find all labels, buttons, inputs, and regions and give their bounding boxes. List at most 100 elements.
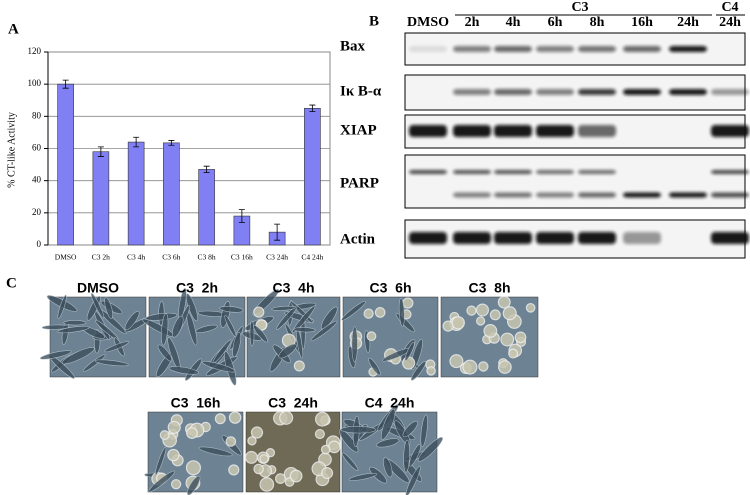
- bar: [304, 107, 321, 246]
- blot-band: [578, 170, 616, 174]
- micrograph-label: C3 6h: [369, 280, 411, 296]
- panel-label: C: [6, 275, 17, 291]
- cell: [489, 309, 501, 321]
- cell: [171, 315, 184, 338]
- cell: [363, 308, 374, 319]
- blot-band: [623, 192, 661, 198]
- cell: [157, 344, 173, 362]
- panel-label: B: [369, 13, 379, 29]
- blot-band: [578, 46, 616, 52]
- error-bar: [62, 79, 69, 89]
- cell: [500, 332, 515, 347]
- blot-band: [536, 46, 574, 52]
- cell: [145, 312, 178, 321]
- cell: [338, 429, 359, 453]
- cell: [159, 430, 170, 441]
- cell: [475, 303, 489, 317]
- cell: [368, 357, 381, 376]
- cell: [167, 420, 181, 434]
- group-label: C4: [721, 0, 738, 15]
- cell: [39, 350, 72, 360]
- blot-band: [494, 192, 532, 198]
- cell: [478, 361, 489, 372]
- y-tick-label: 60: [32, 143, 42, 153]
- cell: [383, 457, 393, 478]
- blot-band: [578, 89, 616, 95]
- cell: [497, 295, 511, 309]
- cell: [41, 324, 70, 330]
- cell: [278, 343, 297, 359]
- cell: [202, 361, 236, 373]
- error-bar: [133, 136, 140, 148]
- cell: [63, 320, 87, 326]
- cell: [289, 469, 303, 483]
- error-bar: [309, 104, 316, 112]
- cell: [508, 348, 519, 359]
- cell: [57, 294, 67, 319]
- y-tick-label: 100: [28, 78, 42, 88]
- error-bar: [168, 140, 175, 146]
- lane-label: 6h: [548, 15, 563, 30]
- cell: [185, 460, 202, 476]
- cell: [291, 305, 316, 334]
- cell: [253, 463, 264, 475]
- blot-band: [453, 232, 491, 244]
- bar: [57, 83, 74, 246]
- blot-band: [453, 46, 491, 52]
- x-tick-label: C4 24h: [301, 253, 323, 262]
- cell: [244, 450, 258, 464]
- blot-band: [578, 125, 616, 137]
- blot-row-label: Iκ B-α: [340, 83, 382, 99]
- blot-row-label: Bax: [340, 38, 366, 54]
- blot-band: [623, 89, 661, 95]
- blot-band: [494, 170, 532, 174]
- cell: [228, 464, 240, 476]
- cell: [228, 411, 242, 424]
- cell: [314, 411, 330, 427]
- cell: [90, 292, 105, 319]
- cell: [168, 366, 199, 375]
- micrograph-label: C3 4h: [272, 280, 314, 296]
- cell: [198, 446, 233, 457]
- cell: [224, 315, 237, 338]
- cell: [293, 360, 305, 372]
- bar: [163, 142, 180, 246]
- cell: [321, 467, 334, 480]
- micrograph-label: C3 2h: [176, 280, 218, 296]
- cell: [104, 341, 129, 353]
- error-bar: [274, 223, 281, 241]
- cell: [271, 305, 296, 311]
- blot-band: [711, 89, 749, 95]
- group-label: C3: [571, 0, 588, 15]
- blot-band: [409, 170, 447, 174]
- cell: [225, 436, 237, 447]
- cell: [259, 477, 275, 492]
- cell: [167, 448, 180, 462]
- blot-band: [536, 232, 574, 244]
- panel-label: A: [8, 21, 19, 37]
- cell: [293, 327, 316, 333]
- cell: [94, 359, 129, 367]
- cell: [124, 310, 140, 331]
- blot-band: [578, 192, 616, 198]
- lane-label: 2h: [465, 15, 480, 30]
- cell: [247, 436, 257, 446]
- cell: [502, 306, 517, 321]
- blot-band: [453, 192, 491, 198]
- bar: [127, 141, 145, 246]
- blot-band: [453, 170, 491, 174]
- blot-band: [536, 125, 574, 137]
- x-tick-label: C3 8h: [198, 253, 216, 262]
- cell: [340, 426, 376, 434]
- cell: [402, 356, 416, 370]
- blot-band: [536, 170, 574, 174]
- blot-band: [494, 125, 532, 137]
- blot-band: [453, 89, 491, 95]
- cell: [404, 341, 415, 361]
- blot-band: [494, 89, 532, 95]
- blot-row-label: PARP: [340, 175, 379, 191]
- micrograph-label: C3 24h: [268, 395, 318, 411]
- y-tick-label: 120: [28, 46, 42, 56]
- cell: [214, 413, 226, 425]
- x-tick-label: C3 16h: [231, 253, 253, 262]
